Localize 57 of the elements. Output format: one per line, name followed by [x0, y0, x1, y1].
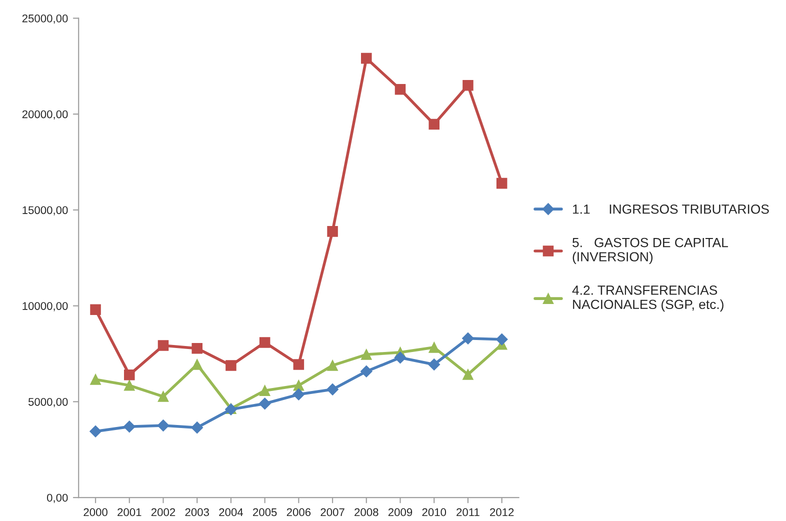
x-tick-label: 2005 — [253, 508, 277, 516]
point — [157, 420, 170, 432]
y-tick-label: 15000,00 — [22, 206, 68, 216]
x-tick-label: 2001 — [118, 508, 142, 516]
point — [326, 384, 338, 396]
x-tick-label: 2012 — [490, 508, 514, 516]
y-tick-label: 10000,00 — [22, 302, 68, 312]
point — [394, 352, 406, 364]
point — [327, 226, 338, 237]
x-tick-label: 2008 — [354, 508, 378, 516]
point — [90, 374, 101, 385]
point — [292, 388, 305, 400]
y-tick-label: 25000,00 — [22, 14, 68, 24]
point — [124, 380, 135, 391]
point — [293, 380, 304, 391]
point — [259, 337, 270, 348]
x-tick-label: 2004 — [219, 508, 243, 516]
point — [496, 333, 508, 346]
y-tick-label: 20000,00 — [22, 110, 68, 120]
point — [462, 332, 474, 344]
point — [428, 358, 440, 370]
point — [123, 420, 136, 433]
point — [428, 118, 440, 130]
point — [226, 360, 236, 371]
point — [361, 349, 372, 360]
x-tick-label: 2007 — [320, 508, 344, 516]
point — [360, 365, 372, 378]
x-tick-label: 2002 — [151, 508, 176, 516]
legend-label: 5. GASTOS DE CAPITAL (INVERSION) — [572, 238, 728, 264]
legend-label: 1.1 INGRESOS TRIBUTARIOS — [572, 204, 769, 214]
x-tick-label: 2006 — [286, 508, 311, 516]
point — [192, 343, 202, 354]
point — [259, 385, 270, 396]
point — [90, 304, 101, 316]
point — [462, 80, 474, 91]
point — [158, 340, 169, 351]
point — [191, 422, 204, 434]
point — [124, 369, 135, 380]
x-tick-label: 2003 — [185, 508, 209, 516]
point — [428, 342, 440, 353]
x-tick-label: 2011 — [456, 508, 480, 516]
y-tick-label: 0,00 — [46, 494, 68, 504]
point — [361, 52, 372, 64]
point — [462, 369, 474, 380]
point — [496, 178, 508, 189]
x-tick-label: 2009 — [388, 508, 412, 516]
x-tick-label: 2010 — [422, 508, 446, 516]
point — [90, 425, 102, 438]
point — [394, 84, 406, 95]
point — [258, 398, 271, 410]
legend-label: 4.2. TRANSFERENCIAS NACIONALES (SGP, etc.) — [572, 286, 724, 312]
point — [158, 391, 169, 402]
point — [327, 360, 338, 371]
y-tick-label: 5000,00 — [28, 398, 68, 408]
point — [192, 359, 202, 370]
point — [293, 359, 304, 370]
x-tick-label: 2000 — [84, 508, 108, 516]
